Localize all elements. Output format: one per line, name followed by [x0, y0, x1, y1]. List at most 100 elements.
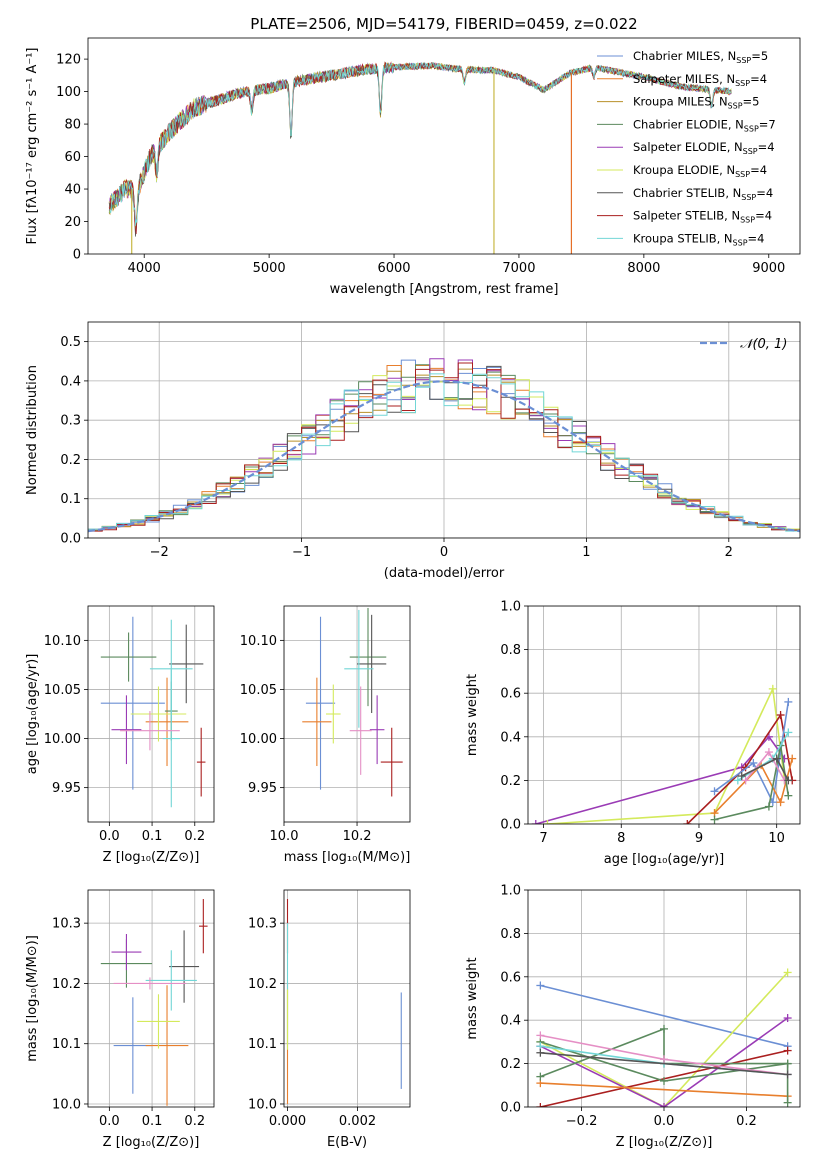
errorbar-point	[380, 727, 403, 797]
errorbar-point	[169, 930, 200, 1003]
legend-label: Salpeter STELIB, N	[633, 209, 740, 223]
legend-label: Chabrier ELODIE, N	[633, 117, 744, 131]
chart-mass_vs_EBV: 0.000 0.002 10.0 10.1 10.2 10.3 E(B-V)	[248, 889, 411, 1150]
plot-area	[88, 606, 214, 822]
errorbar-point	[369, 695, 385, 765]
chart-weight_vs_Z: −0.2 0.0 0.2 0.0 0.2 0.4 0.6 0.8 1.0 Z [log₁₀(Z/Z…	[465, 884, 801, 1150]
legend-entry: Kroupa ELODIE, NSSP=4	[633, 163, 767, 179]
weight-series-marker	[710, 815, 719, 824]
y-tick-label: 10.00	[44, 732, 81, 747]
errorbar-point	[169, 624, 204, 704]
spectrum-series-line	[108, 61, 732, 235]
legend-value: =5	[743, 95, 760, 109]
legend-subscript: SSP	[740, 216, 755, 225]
x-tick-label: −2	[150, 545, 169, 560]
y-axis-label: Normed distribution	[25, 365, 40, 495]
weight-series-marker	[531, 820, 540, 824]
figure-title: PLATE=2506, MJD=54179, FIBERID=0459, z=0…	[250, 15, 637, 33]
weight-series-line	[540, 984, 788, 1047]
errorbar-point	[113, 977, 187, 990]
errorbar-point	[162, 669, 180, 808]
weight-series-marker	[764, 802, 773, 811]
y-tick-label: 10.05	[240, 683, 277, 698]
y-tick-label: 0.5	[60, 335, 81, 350]
weight-series-marker	[784, 791, 793, 800]
axes-frame	[87, 605, 215, 823]
plot-area	[284, 890, 410, 1107]
y-tick-label: 10.10	[44, 634, 81, 649]
weight-series-line	[547, 685, 786, 824]
legend-value: =4	[748, 231, 765, 245]
y-tick-label: 10.2	[52, 977, 81, 992]
errorbar-point	[302, 677, 332, 767]
legend-value: =4	[750, 72, 767, 86]
legend-label: Kroupa MILES, N	[633, 95, 728, 109]
weight-series-marker	[660, 1076, 668, 1085]
y-tick-label: 0.4	[60, 374, 81, 389]
weight-series-marker	[784, 776, 793, 785]
weight-series-marker	[737, 772, 746, 781]
x-tick-label: 0.0	[654, 1114, 675, 1129]
x-tick-label: 0.1	[142, 829, 163, 844]
x-axis-label: Z [log₁₀(Z/Z⊙)]	[616, 1135, 713, 1150]
legend-label: Kroupa ELODIE, N	[633, 163, 735, 177]
x-tick-label: 7	[539, 831, 547, 846]
y-tick-label: 0.0	[500, 818, 521, 833]
weight-series-marker	[784, 728, 793, 737]
x-tick-label: 9	[695, 831, 703, 846]
weight-series-marker	[660, 1055, 668, 1064]
legend-subscript: SSP	[733, 238, 748, 247]
chart-spectrum: 4000 5000 6000 7000 8000 9000 0 20 40 60 80 100 120 w…	[25, 37, 801, 297]
x-tick-label: 4000	[128, 261, 161, 276]
x-axis-label: wavelength [Angstrom, rest frame]	[330, 282, 559, 297]
x-axis-label: E(B-V)	[327, 1135, 367, 1150]
legend-entry: 𝒩(0, 1)	[740, 337, 787, 352]
y-tick-label: 10.3	[248, 917, 277, 932]
y-tick-label: 0.8	[500, 643, 521, 658]
weight-series-line	[540, 1052, 788, 1076]
weight-series-marker	[536, 1031, 545, 1040]
x-tick-label: 0.002	[339, 1114, 376, 1129]
weight-series-marker	[660, 1024, 668, 1033]
weight-series-marker	[543, 820, 552, 824]
axes-frame	[283, 605, 411, 823]
x-tick-label: 2	[725, 545, 733, 560]
weight-series-marker	[536, 1103, 545, 1107]
x-tick-label: 10.0	[270, 829, 299, 844]
plot-area	[88, 322, 800, 538]
x-axis-label: (data-model)/error	[384, 566, 505, 581]
x-axis-label: Z [log₁₀(Z/Z⊙)]	[103, 1135, 200, 1150]
y-tick-label: 0.0	[500, 1101, 521, 1116]
y-tick-label: 10.1	[52, 1037, 81, 1052]
weight-series-marker	[764, 748, 773, 757]
weight-series-marker	[710, 787, 719, 796]
errorbar-point	[349, 686, 372, 775]
weight-series-marker	[536, 1048, 545, 1057]
gaussian-curve	[88, 380, 800, 533]
legend-subscript: SSP	[736, 56, 751, 65]
errorbar-point	[100, 616, 165, 790]
legend-label: Chabrier MILES, N	[633, 49, 736, 63]
y-tick-label: 0.6	[500, 970, 521, 985]
x-tick-label: 0.1	[142, 1114, 163, 1129]
chart-residuals: −2 −1 0 1 2 0.0 0.1 0.2 0.3 0.4 0.5 (data-model)/er…	[25, 321, 801, 581]
y-tick-label: 0.2	[500, 1057, 521, 1072]
y-axis-label: Flux [fλ10⁻¹⁷ erg cm⁻² s⁻¹ A⁻¹]	[25, 48, 40, 245]
legend-entry: Salpeter STELIB, NSSP=4	[633, 209, 772, 225]
y-tick-label: 20	[64, 215, 81, 230]
weight-series-marker	[660, 1103, 668, 1107]
weight-series-line	[540, 971, 789, 1107]
legend-entry: Salpeter MILES, NSSP=4	[633, 72, 767, 88]
weight-series-marker	[741, 776, 750, 785]
y-axis-label: mass weight	[465, 957, 480, 1039]
weight-series-marker	[772, 754, 781, 763]
legend-subscript: SSP	[743, 147, 758, 156]
errorbar-point	[349, 607, 387, 707]
legend-value: =4	[750, 163, 767, 177]
y-tick-label: 0.2	[500, 774, 521, 789]
x-tick-label: −1	[292, 545, 311, 560]
y-tick-label: 10.2	[248, 977, 277, 992]
x-tick-label: 0.2	[184, 829, 205, 844]
weight-series-marker	[536, 981, 545, 990]
